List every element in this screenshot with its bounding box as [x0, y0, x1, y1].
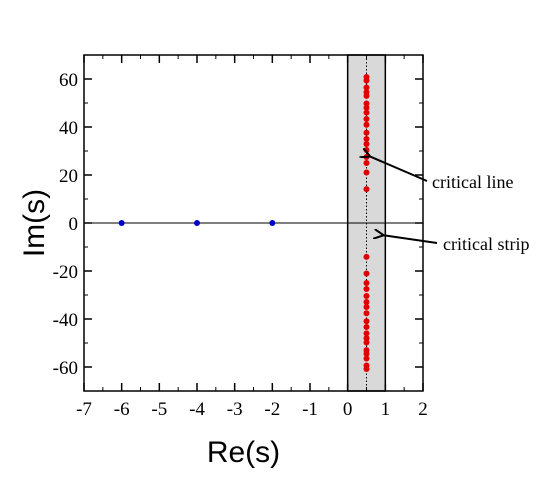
trivial-zero-point	[194, 220, 200, 226]
y-axis-title: Im(s)	[18, 189, 51, 257]
nontrivial-zero-point	[363, 350, 370, 357]
x-tick-label: 1	[381, 399, 391, 420]
nontrivial-zero-point	[363, 299, 370, 306]
y-tick-label: -20	[53, 262, 78, 283]
trivial-zero-point	[269, 220, 276, 226]
y-tick-label: 40	[59, 118, 78, 139]
annotation-arrow	[382, 235, 438, 244]
data-points	[118, 74, 370, 372]
annotation-label: critical line	[432, 172, 513, 192]
nontrivial-zero-point	[363, 253, 370, 260]
x-tick-label: -5	[151, 399, 167, 420]
nontrivial-zero-point	[363, 146, 370, 153]
trivial-zero-point	[118, 220, 125, 226]
x-tick-label: -4	[189, 399, 205, 420]
nontrivial-zero-point	[363, 140, 370, 147]
nontrivial-zero-point	[363, 286, 370, 292]
y-tick-label: 20	[59, 166, 78, 187]
annotations: critical line critical strip	[369, 156, 529, 254]
y-tick-label: -60	[53, 358, 78, 379]
x-axis-title: Re(s)	[207, 436, 280, 469]
y-tick-label: 60	[59, 70, 78, 91]
x-tick-label: -2	[264, 399, 280, 420]
nontrivial-zero-point	[363, 323, 370, 330]
nontrivial-zero-point	[363, 116, 370, 123]
nontrivial-zero-point	[363, 136, 370, 142]
nontrivial-zero-point	[363, 318, 370, 325]
nontrivial-zero-point	[363, 74, 370, 81]
nontrivial-zero-point	[363, 355, 370, 362]
nontrivial-zero-point	[363, 109, 370, 116]
nontrivial-zero-point	[363, 293, 370, 300]
nontrivial-zero-point	[363, 100, 370, 107]
nontrivial-zero-point	[363, 280, 370, 287]
nontrivial-zero-point	[363, 84, 370, 91]
nontrivial-zero-point	[363, 159, 370, 166]
x-tick-label: -7	[76, 399, 92, 420]
axis-ticks	[83, 55, 424, 391]
nontrivial-zero-point	[363, 186, 370, 193]
nontrivial-zero-point	[363, 310, 370, 317]
nontrivial-zero-point	[363, 154, 370, 160]
nontrivial-zero-point	[363, 89, 370, 96]
nontrivial-zero-point	[363, 169, 370, 176]
tick-labels: -7 -6 -5 -4 -3 -2 -1 0 1 2 -60 -40 -20 0 20 40 60	[53, 70, 428, 420]
x-tick-label: -1	[302, 399, 318, 420]
nontrivial-zero-point	[363, 129, 370, 136]
x-tick-label: -6	[114, 399, 130, 420]
nontrivial-zero-point	[363, 270, 370, 277]
nontrivial-zero-point	[363, 121, 370, 128]
nontrivial-zero-point	[363, 104, 370, 111]
nontrivial-zero-point	[363, 339, 370, 346]
x-tick-label: -3	[227, 399, 243, 420]
annotation-arrow	[369, 156, 428, 182]
nontrivial-zero-point	[363, 335, 370, 342]
annotation-label: critical strip	[443, 234, 529, 254]
nontrivial-zero-point	[363, 365, 370, 372]
y-tick-label: -40	[53, 310, 78, 331]
nontrivial-zero-point	[363, 330, 370, 337]
y-tick-label: 0	[69, 214, 79, 235]
x-tick-label: 0	[343, 399, 353, 420]
nontrivial-zero-point	[363, 304, 370, 310]
x-tick-label: 2	[418, 399, 428, 420]
